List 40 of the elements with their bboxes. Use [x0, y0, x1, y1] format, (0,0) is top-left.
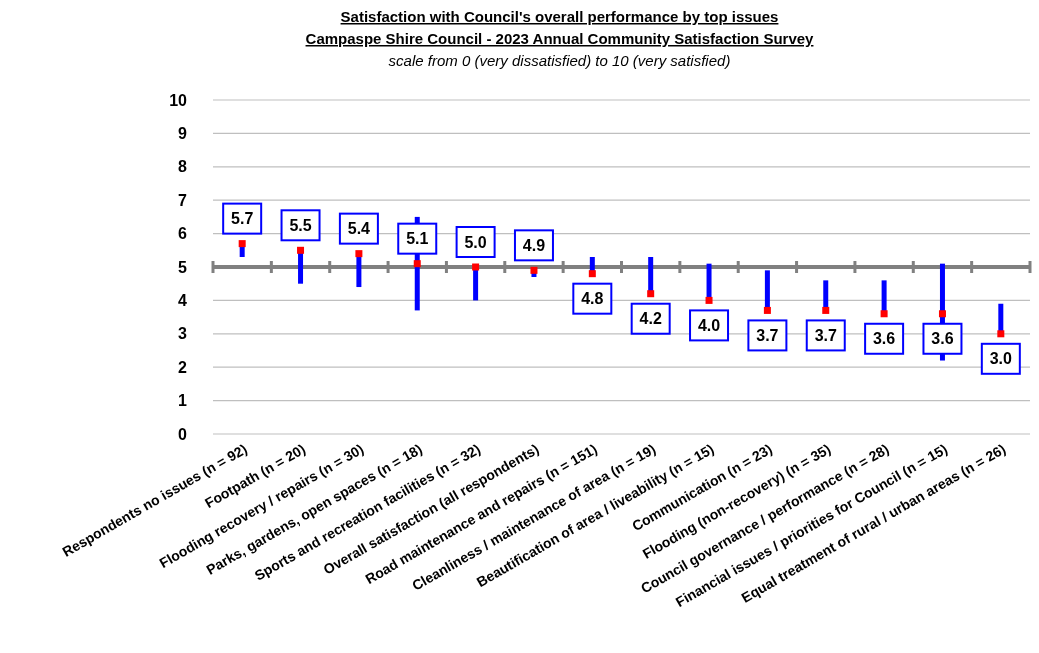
point [647, 290, 655, 298]
point [238, 240, 246, 248]
point [297, 246, 305, 254]
point [938, 310, 946, 318]
data-label: 5.7 [231, 210, 254, 228]
data-label: 5.5 [289, 216, 312, 234]
y-tick-label: 10 [169, 91, 188, 109]
data-label: 3.7 [814, 327, 837, 345]
point [997, 330, 1005, 338]
data-label: 3.7 [756, 327, 779, 345]
data-label: 5.4 [347, 220, 371, 238]
y-tick-label: 6 [178, 225, 188, 243]
data-label: 4.8 [581, 290, 604, 308]
y-tick-label: 5 [178, 258, 188, 276]
point [822, 306, 830, 314]
y-tick-label: 8 [178, 158, 188, 176]
y-tick-label: 1 [178, 392, 188, 410]
data-label: 4.2 [639, 310, 662, 328]
point [472, 263, 480, 271]
point [413, 260, 421, 268]
y-tick-label: 2 [178, 358, 188, 376]
point [705, 296, 713, 304]
point [588, 270, 596, 278]
data-label: 5.0 [464, 233, 487, 251]
data-label: 4.0 [697, 317, 721, 334]
data-label: 4.9 [522, 236, 546, 254]
data-label: 3.0 [989, 350, 1013, 368]
point [355, 250, 363, 258]
y-tick-label: 0 [178, 425, 188, 443]
chart-subtitle: scale from 0 (very dissatisfied) to 10 (very satisfied) [388, 52, 731, 69]
point [530, 266, 538, 274]
data-label: 3.6 [931, 330, 954, 348]
data-label: 5.1 [406, 230, 429, 248]
y-tick-label: 9 [178, 125, 188, 142]
y-tick-label: 3 [178, 325, 188, 343]
y-tick-label: 4 [178, 292, 188, 309]
point [880, 310, 888, 318]
y-tick-label: 7 [178, 191, 188, 209]
data-label: 3.6 [872, 330, 896, 348]
point [763, 306, 771, 314]
